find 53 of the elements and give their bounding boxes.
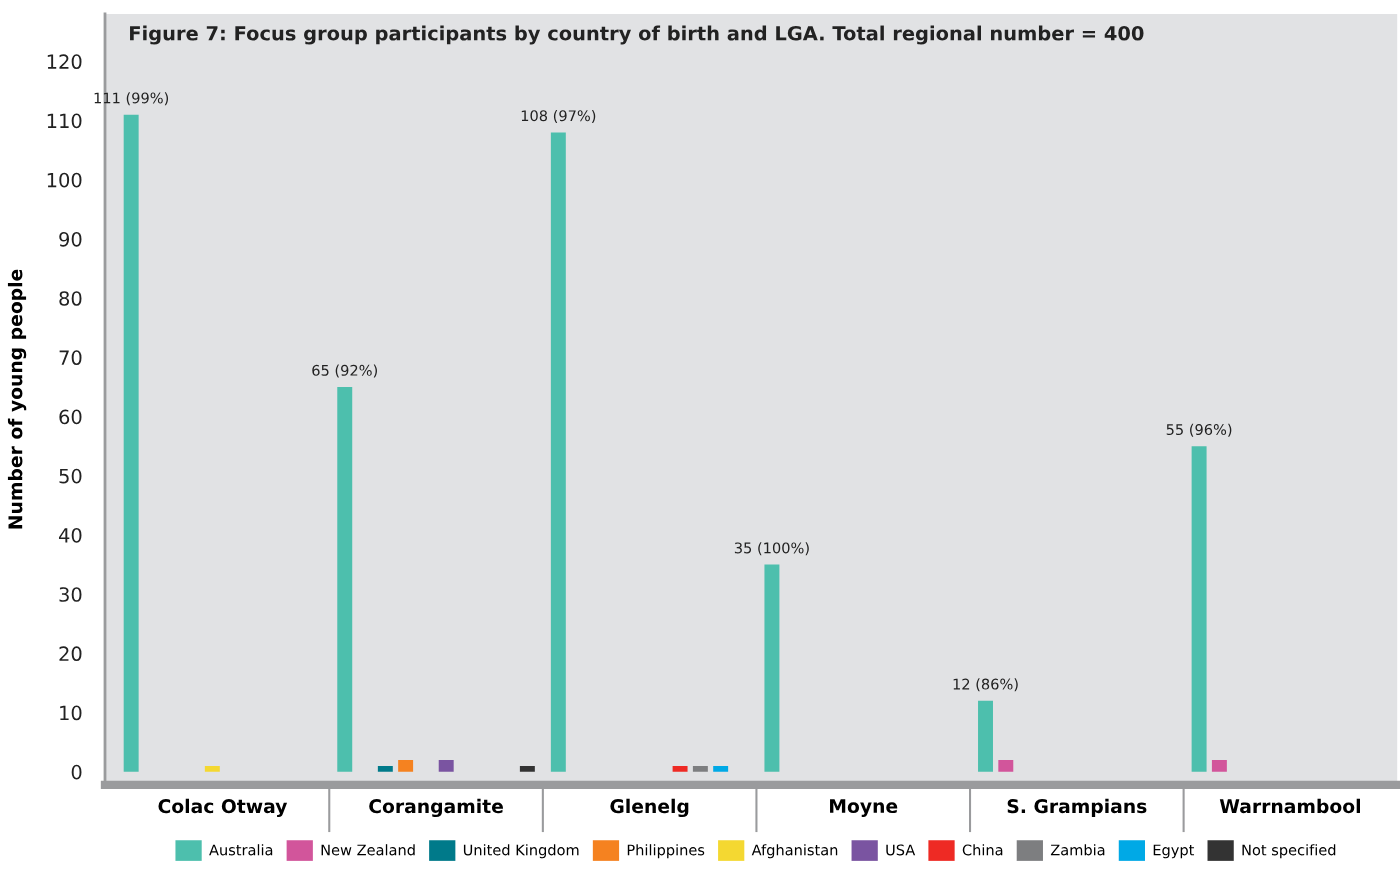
bar xyxy=(672,765,688,772)
bar xyxy=(519,765,535,772)
bar xyxy=(978,700,993,772)
x-tick-label: Colac Otway xyxy=(158,798,288,818)
text: Figure 7: Focus group participants by country of birth and LGA. Total regional number = 400 xyxy=(130,25,1144,45)
y-tick-label: 40 xyxy=(58,527,82,543)
legend-label: United Kingdom xyxy=(463,844,579,859)
data-label: 65 (92%) xyxy=(312,364,377,378)
y-axis-title: Number of young people xyxy=(7,269,27,529)
x-tick-label: Corangamite xyxy=(369,798,503,818)
legend-label: Philippines xyxy=(627,844,705,859)
x-tick-label: Glenelg xyxy=(610,798,689,818)
y-tick-label: 30 xyxy=(59,587,82,602)
legend-label: Afghanistan xyxy=(751,844,838,859)
y-tick-label: 70 xyxy=(59,350,82,366)
data-label: 55 (96%) xyxy=(1166,423,1232,437)
x-tick-label: Moyne xyxy=(830,799,898,817)
y-tick-label: 10 xyxy=(60,705,82,721)
x-tick-label: Warrnambool xyxy=(1219,798,1360,814)
y-tick-label: 20 xyxy=(59,646,82,662)
y-tick-label: 60 xyxy=(59,409,82,425)
data-label: 111 (99%) xyxy=(94,92,169,106)
legend-label: New Zealand xyxy=(321,844,415,856)
legend-label: Australia xyxy=(209,844,273,856)
bar xyxy=(337,386,353,772)
data-label: 12 (86%) xyxy=(953,678,1018,692)
bar xyxy=(398,759,414,772)
legend-label: USA xyxy=(886,844,916,856)
bar xyxy=(438,759,454,772)
legend-label: China xyxy=(962,844,1003,856)
y-tick-label: 50 xyxy=(59,468,82,484)
bar xyxy=(713,765,729,772)
data-label: 108 (97%) xyxy=(521,109,596,123)
bar xyxy=(998,759,1014,772)
data-label: 35 (100%) xyxy=(734,542,809,556)
bar xyxy=(377,765,393,772)
bar xyxy=(204,765,220,772)
bar xyxy=(123,114,139,772)
bar xyxy=(764,564,780,772)
legend-label: Zambia xyxy=(1050,844,1105,856)
bar xyxy=(550,132,566,772)
y-tick-label: 0 xyxy=(71,764,82,780)
bar xyxy=(1191,446,1207,772)
x-tick-label: S. Grampians xyxy=(1007,798,1147,817)
y-tick-label: 110 xyxy=(47,113,82,129)
legend-label: Not specified xyxy=(1242,844,1336,859)
bar xyxy=(692,765,708,772)
y-tick-label: 80 xyxy=(59,291,82,306)
bar xyxy=(1211,759,1227,772)
y-tick-label: 100 xyxy=(47,172,82,188)
legend-label: Egypt xyxy=(1153,844,1195,859)
y-tick-label: 120 xyxy=(47,54,82,70)
y-tick-label: 90 xyxy=(59,231,82,247)
